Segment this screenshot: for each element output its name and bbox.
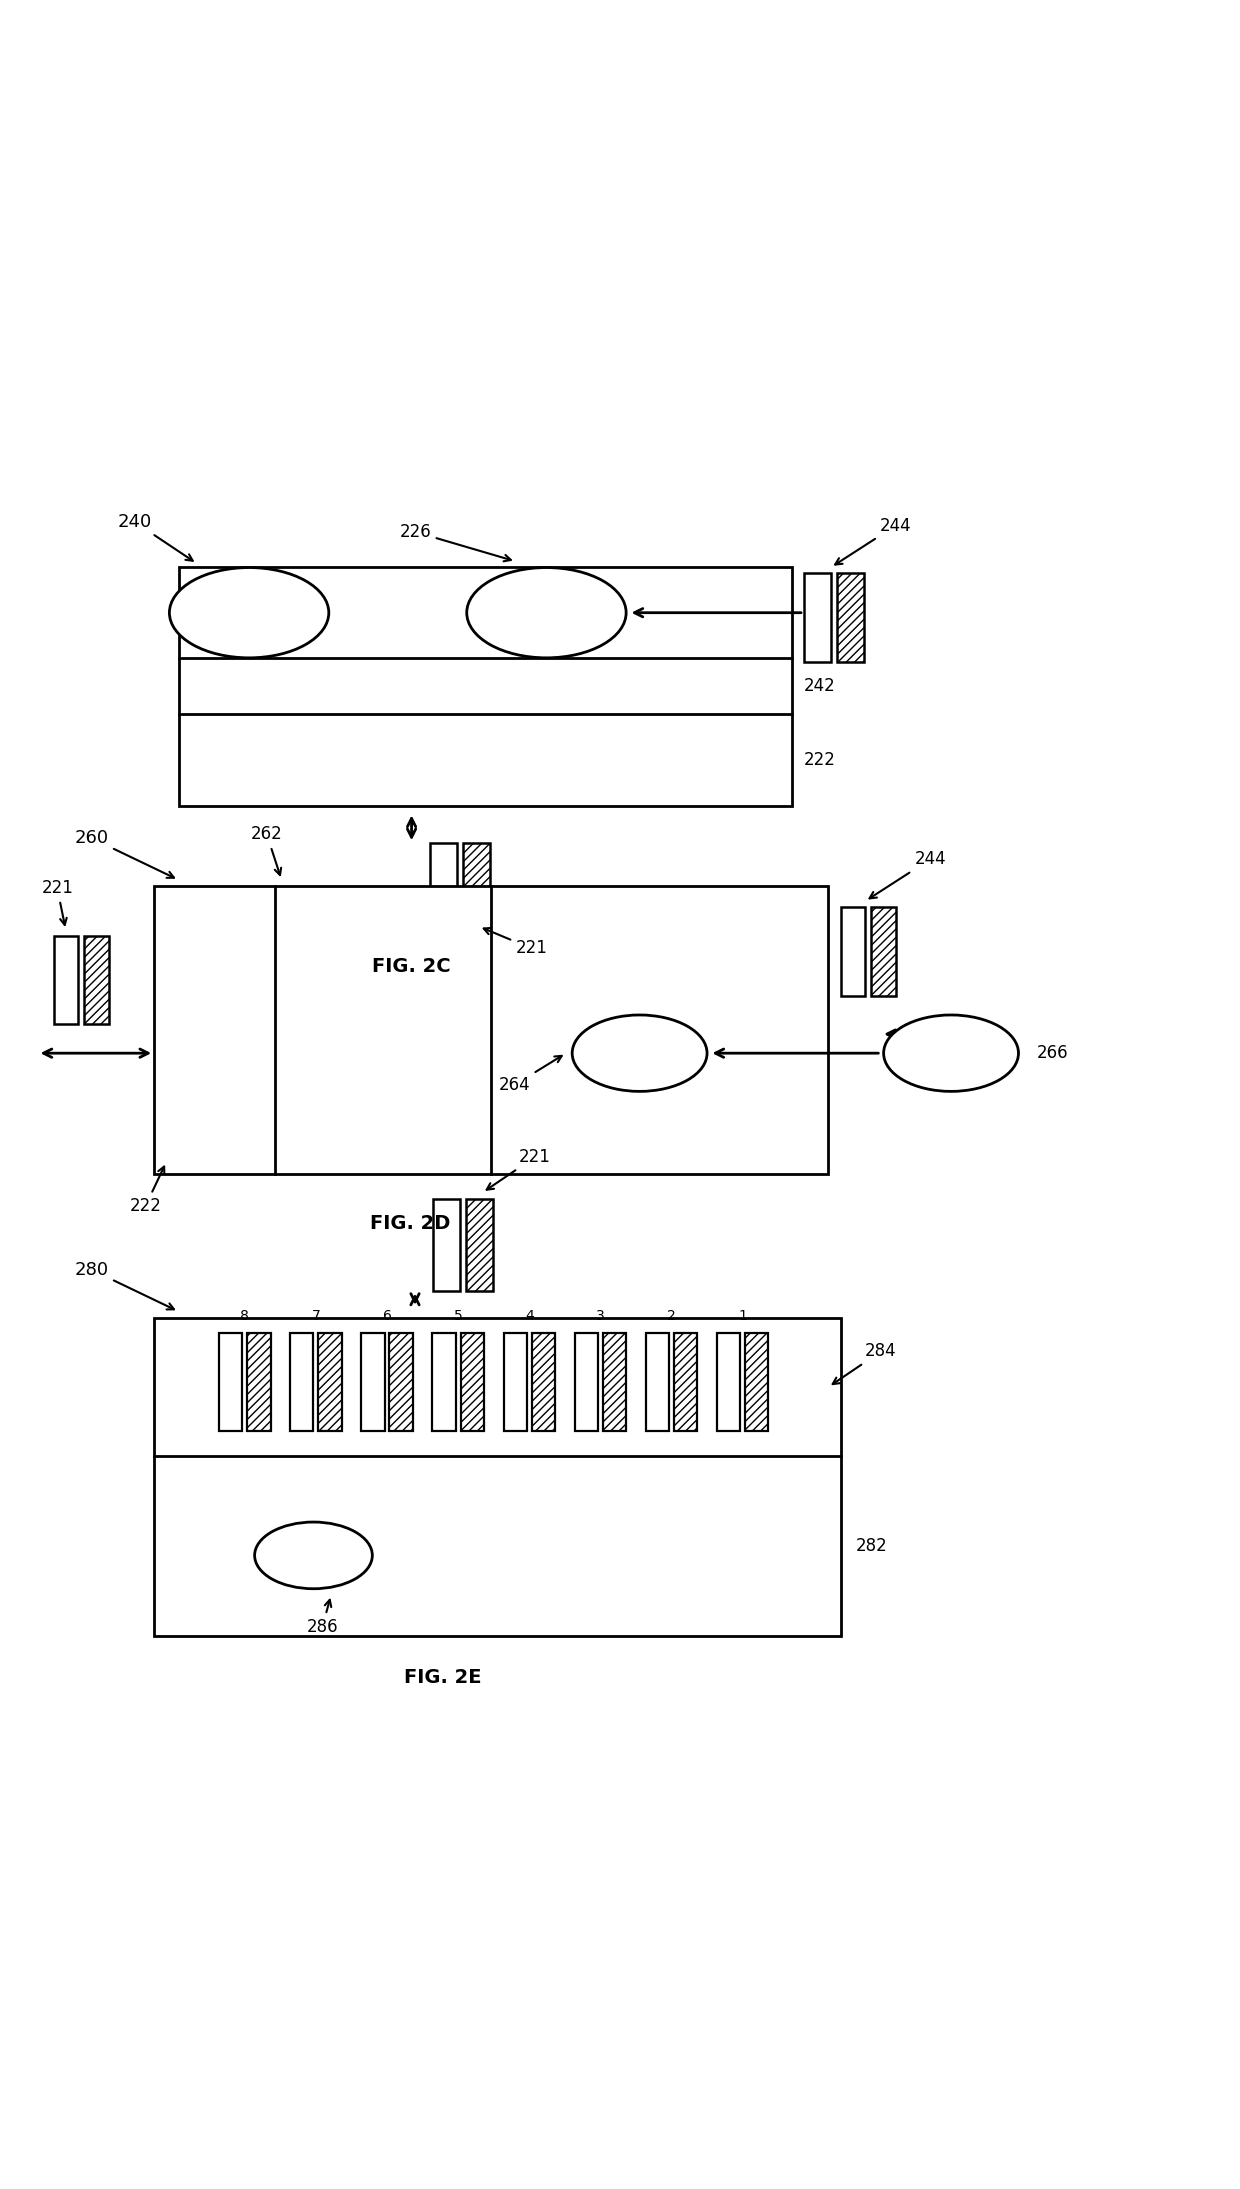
Bar: [804, 574, 831, 661]
Text: 222: 222: [129, 1167, 165, 1215]
Text: 260: 260: [74, 830, 174, 878]
Bar: [430, 843, 456, 926]
Bar: [219, 1333, 242, 1432]
Text: 221: 221: [486, 1147, 551, 1191]
Text: 280: 280: [74, 1261, 174, 1309]
Bar: [247, 1333, 270, 1432]
Bar: [503, 1333, 527, 1432]
Ellipse shape: [170, 567, 329, 659]
Text: 222: 222: [804, 751, 836, 768]
Bar: [290, 1333, 314, 1432]
Ellipse shape: [466, 567, 626, 659]
Bar: [675, 1333, 697, 1432]
Bar: [532, 1333, 556, 1432]
Text: 221: 221: [41, 880, 73, 926]
Text: 244: 244: [869, 849, 946, 897]
Text: 226: 226: [399, 523, 511, 560]
Text: 240: 240: [118, 512, 192, 560]
Bar: [53, 937, 78, 1024]
Text: FIG. 2D: FIG. 2D: [371, 1215, 450, 1232]
Text: FIG. 2E: FIG. 2E: [404, 1668, 481, 1688]
Bar: [646, 1333, 670, 1432]
Ellipse shape: [254, 1521, 372, 1589]
Text: 264: 264: [498, 1055, 562, 1094]
Bar: [460, 1333, 484, 1432]
Bar: [463, 843, 490, 926]
Text: 244: 244: [836, 517, 911, 565]
Ellipse shape: [572, 1016, 707, 1092]
Bar: [84, 937, 109, 1024]
Bar: [872, 906, 895, 996]
Bar: [319, 1333, 342, 1432]
Text: 7: 7: [311, 1309, 320, 1324]
Bar: [434, 1200, 460, 1292]
Bar: [574, 1333, 598, 1432]
Text: 8: 8: [241, 1309, 249, 1324]
Text: FIG. 2C: FIG. 2C: [372, 957, 451, 976]
Bar: [841, 906, 866, 996]
Bar: [466, 1200, 494, 1292]
Ellipse shape: [884, 1016, 1018, 1092]
Text: 266: 266: [1037, 1044, 1069, 1062]
Text: 1: 1: [738, 1309, 746, 1324]
Text: 242: 242: [804, 676, 836, 696]
Text: 3: 3: [596, 1309, 605, 1324]
Bar: [603, 1333, 626, 1432]
Bar: [837, 574, 864, 661]
Text: 282: 282: [856, 1537, 887, 1556]
Bar: [154, 1318, 841, 1637]
Text: 284: 284: [833, 1342, 897, 1383]
Text: 2: 2: [667, 1309, 676, 1324]
Bar: [361, 1333, 384, 1432]
Text: 262: 262: [250, 825, 283, 876]
Text: 6: 6: [383, 1309, 392, 1324]
Bar: [433, 1333, 456, 1432]
Text: 221: 221: [484, 928, 548, 957]
Bar: [179, 567, 791, 806]
Bar: [154, 887, 828, 1173]
Text: 5: 5: [454, 1309, 463, 1324]
Bar: [717, 1333, 740, 1432]
Text: 4: 4: [525, 1309, 533, 1324]
Text: 286: 286: [306, 1600, 339, 1635]
Bar: [745, 1333, 769, 1432]
Bar: [389, 1333, 413, 1432]
